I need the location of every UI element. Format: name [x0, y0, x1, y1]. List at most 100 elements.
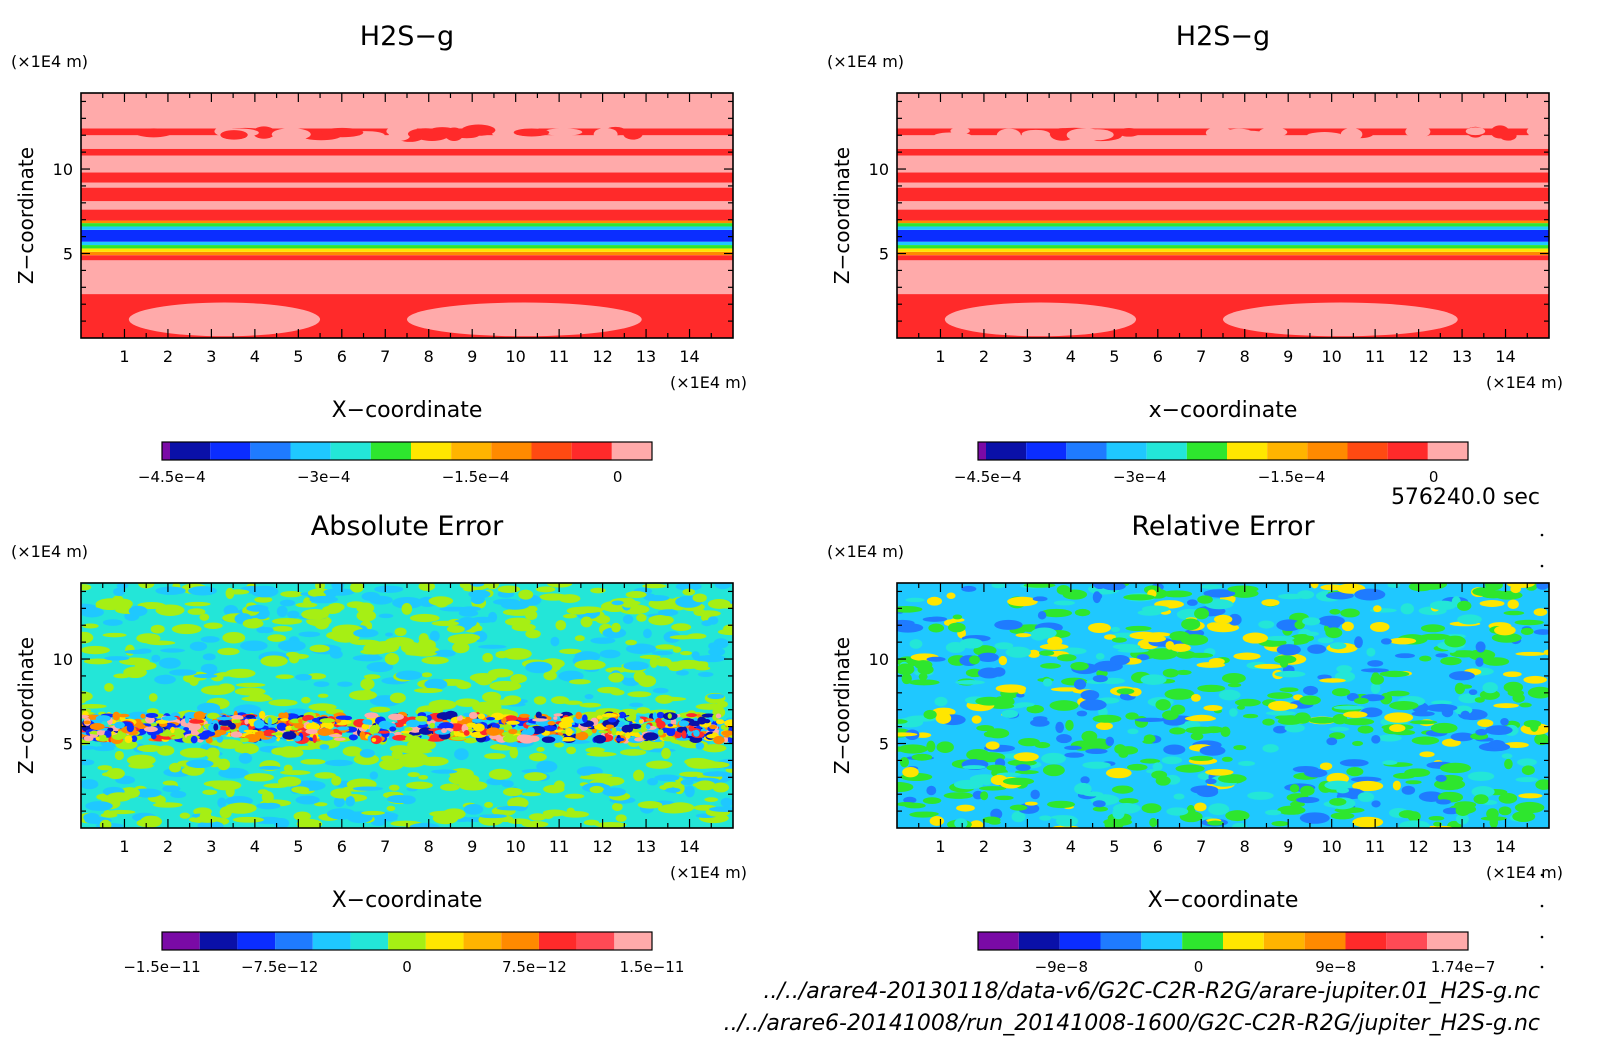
contour-noise	[155, 586, 186, 595]
contour-noise	[169, 669, 197, 676]
contour-turbulence	[434, 718, 443, 722]
contour-noise	[1521, 765, 1535, 776]
contour-noise	[1208, 803, 1230, 816]
contour-turbulence	[319, 718, 336, 724]
contour-noise	[1350, 776, 1382, 783]
contour-noise	[1329, 608, 1341, 615]
contour-noise	[1114, 744, 1126, 754]
contour-noise	[1325, 591, 1354, 600]
contour-noise	[1479, 689, 1500, 700]
contour-noise	[926, 785, 937, 796]
contour-turbulence	[305, 722, 320, 731]
y-tick-label: 10	[53, 160, 73, 179]
contour-noise	[314, 802, 328, 807]
contour-noise	[389, 692, 406, 704]
contour-noise	[1265, 635, 1295, 641]
contour-noise	[1519, 702, 1532, 708]
contour-noise	[81, 584, 92, 591]
contour-noise	[418, 583, 436, 591]
contour-noise	[482, 652, 493, 663]
contour-noise	[1111, 637, 1127, 643]
x-tick-label: 4	[1066, 347, 1076, 366]
x-tick-label: 6	[337, 347, 347, 366]
contour-noise	[186, 759, 214, 769]
contour-turbulence	[618, 711, 627, 719]
contour-noise	[897, 719, 908, 724]
contour-turbulence	[693, 729, 700, 737]
colorbar-label: −7.5e−12	[241, 958, 318, 976]
contour-band	[897, 172, 1549, 183]
contour-noise	[181, 766, 199, 775]
contour-noise	[1087, 622, 1112, 633]
contour-noise	[1367, 660, 1384, 667]
contour-noise	[1016, 693, 1025, 698]
contour-noise	[222, 631, 246, 644]
contour-noise	[643, 628, 652, 639]
colorbar-swatch	[1186, 442, 1227, 460]
colorbar-frame	[977, 441, 1469, 461]
colorbar-swatch	[1223, 932, 1264, 950]
contour-noise	[1498, 792, 1518, 804]
colorbar-label: −3e−4	[297, 468, 350, 486]
contour-noise	[1149, 817, 1158, 828]
contour-noise	[1110, 626, 1121, 633]
contour-noise	[81, 645, 110, 655]
colorbar-swatch	[411, 442, 452, 460]
contour-noise	[1493, 703, 1519, 709]
contour-noise	[1420, 624, 1446, 633]
contour-noise	[923, 709, 937, 720]
contour-noise	[160, 648, 185, 653]
contour-noise	[652, 615, 670, 625]
contour-noise	[359, 748, 375, 758]
contour-ripple	[407, 128, 444, 140]
contour-noise	[1342, 718, 1375, 726]
contour-noise	[1346, 767, 1364, 777]
contour-turbulence	[608, 717, 617, 723]
x-tick-label: 1	[935, 347, 945, 366]
contour-noise	[1127, 728, 1139, 735]
x-tick-label: 2	[979, 347, 989, 366]
x-tick-label: 13	[636, 837, 656, 856]
colorbar-swatch	[1066, 442, 1107, 460]
contour-noise	[1082, 761, 1111, 769]
contour-noise	[1191, 694, 1201, 702]
contour-noise	[898, 744, 928, 754]
contour-turbulence	[145, 712, 159, 719]
contour-turbulence	[518, 713, 530, 718]
contour-noise	[1081, 730, 1098, 743]
contour-noise	[1037, 611, 1047, 620]
contour-noise	[1014, 770, 1039, 775]
contour-noise	[897, 606, 923, 613]
contour-turbulence	[618, 721, 625, 726]
contour-turbulence	[656, 720, 666, 729]
contour-noise	[551, 696, 569, 705]
x-tick-label: 11	[549, 837, 569, 856]
contour-turbulence	[723, 736, 729, 743]
contour-noise	[202, 789, 218, 795]
x-tick-label: 8	[1240, 837, 1250, 856]
colorbar-label: 0	[1194, 958, 1204, 976]
contour-noise	[162, 785, 181, 793]
x-tick-label: 5	[1109, 347, 1119, 366]
contour-noise	[1233, 744, 1247, 751]
contour-noise	[1049, 700, 1079, 711]
contour-noise	[698, 761, 730, 769]
contour-noise	[1186, 599, 1198, 606]
contour-noise	[1329, 642, 1347, 650]
x-tick-label: 1	[119, 347, 129, 366]
contour-noise	[1079, 699, 1107, 711]
colorbar-label: −4.5e−4	[138, 468, 206, 486]
contour-noise	[1382, 760, 1398, 765]
contour-noise	[1471, 786, 1495, 798]
colorbar-swatch	[978, 442, 986, 460]
contour-noise	[348, 690, 378, 701]
contour-noise	[1162, 668, 1179, 678]
contour-noise	[723, 624, 733, 634]
contour-turbulence	[405, 719, 420, 728]
contour-noise	[313, 681, 330, 688]
contour-noise	[342, 746, 363, 757]
contour-turbulence	[232, 719, 241, 724]
contour-turbulence	[662, 736, 676, 742]
contour-noise	[929, 816, 945, 826]
